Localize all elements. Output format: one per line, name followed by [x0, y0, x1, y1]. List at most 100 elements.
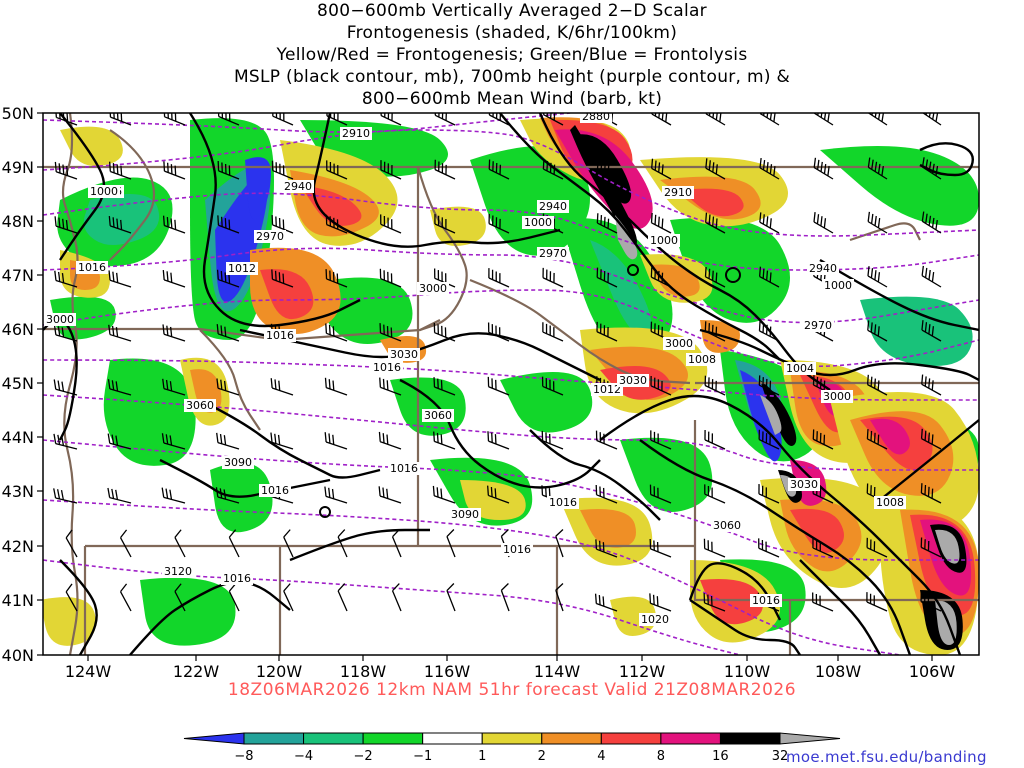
wind-barb — [378, 486, 402, 504]
height-contour — [43, 394, 979, 471]
height-label-bg — [222, 456, 254, 469]
lat-label: 48N — [2, 212, 34, 231]
frontogenesis-patch — [650, 264, 700, 297]
wind-barb — [391, 583, 402, 612]
height-label: 3030 — [619, 374, 647, 387]
coastline — [849, 222, 921, 242]
wind-barb — [867, 266, 888, 288]
mslp-label-bg — [76, 261, 108, 274]
mslp-contour — [59, 559, 98, 655]
mslp-contour — [689, 599, 801, 655]
wind-barb — [434, 214, 456, 234]
frontogenesis-patch — [60, 126, 123, 166]
height-label: 2940 — [284, 180, 312, 193]
mslp-label-bg — [591, 383, 623, 396]
wind-barb — [758, 484, 780, 504]
frontogenesis-patch — [590, 240, 652, 336]
mslp-label-bg — [226, 262, 258, 275]
colorbar: −8 −4 −2 −1 1 2 4 8 16 32 — [183, 732, 841, 764]
wind-barb — [758, 321, 780, 342]
wind-barb — [446, 529, 456, 558]
wind-barb — [595, 539, 618, 558]
mslp-contour — [799, 559, 882, 655]
height-label-bg — [580, 113, 612, 123]
wind-barb — [866, 592, 888, 612]
wind-barb — [380, 160, 402, 180]
wind-barb — [867, 157, 888, 180]
colorbar-label: 4 — [597, 749, 605, 764]
wind-barb — [650, 375, 672, 396]
wind-barb — [703, 593, 726, 612]
mslp-contour — [599, 394, 962, 655]
wind-barb — [650, 267, 672, 288]
wind-barb — [704, 484, 726, 504]
lon-label: 112W — [619, 662, 666, 681]
mslp-label: 1000 — [824, 279, 852, 292]
height-contour — [43, 113, 571, 133]
lat-label: 43N — [2, 482, 34, 501]
height-label-bg — [711, 519, 743, 532]
height-label-bg — [802, 319, 834, 332]
mslp-label-bg — [259, 484, 291, 497]
wind-barb — [812, 538, 834, 558]
wind-barb — [108, 324, 132, 342]
lon-label: 120W — [256, 662, 303, 681]
mslp-contour — [688, 562, 782, 621]
frontogenesis-core — [760, 395, 782, 435]
colorbar-swatch — [303, 732, 364, 745]
mslp-contour — [639, 439, 912, 655]
height-label: 2970 — [539, 247, 567, 260]
map-axes: 50N 49N 48N 47N 46N 45N 44N 43N 42N 41N 40N 124W 122… — [2, 104, 956, 681]
mslp-label-bg — [264, 329, 296, 342]
wind-barb — [108, 215, 132, 234]
frontogenesis-patch — [140, 577, 236, 646]
mslp-label-bg — [874, 496, 906, 509]
wind-barb — [107, 487, 132, 504]
frontogenesis-patch — [620, 437, 713, 512]
wind-barb — [433, 377, 456, 396]
height-label-bg — [537, 247, 569, 260]
wind-barb — [703, 538, 726, 558]
height-label: 3120 — [164, 565, 192, 578]
mslp-contour — [819, 258, 979, 332]
frontogenesis-patch — [790, 508, 844, 553]
mslp-label: 1016 — [503, 543, 531, 556]
height-label: 3030 — [390, 348, 418, 361]
wind-barb — [921, 320, 942, 342]
wind-barb — [758, 429, 780, 450]
wind-barb — [54, 270, 78, 288]
wind-barb — [758, 538, 780, 558]
wind-barb — [446, 583, 456, 612]
height-label: 2940 — [809, 262, 837, 275]
height-label-bg — [663, 337, 695, 350]
wind-barb — [704, 430, 726, 450]
wind-barb — [228, 529, 240, 558]
mslp-label: 1016 — [373, 361, 401, 374]
wind-barb — [162, 324, 186, 342]
height-label: 2910 — [342, 127, 370, 140]
wind-barb — [487, 485, 510, 504]
wind-barb — [162, 215, 186, 234]
wind-barb — [867, 320, 888, 342]
wind-barb — [488, 159, 510, 180]
wind-barb — [161, 487, 186, 504]
height-label-bg — [422, 409, 454, 422]
wind-barb — [380, 214, 402, 234]
wind-barb — [866, 374, 888, 396]
height-label-bg — [388, 348, 420, 361]
wind-barb — [759, 158, 780, 180]
height-label-bg — [340, 127, 372, 140]
lon-label: 110W — [724, 662, 771, 681]
colorbar-swatch — [243, 732, 305, 745]
wind-barb — [921, 374, 942, 396]
height-label-bg — [417, 282, 449, 295]
wind-barb — [324, 486, 348, 504]
mslp-label: 1016 — [78, 261, 106, 274]
wind-barb — [174, 583, 186, 612]
map-frame — [42, 112, 980, 656]
credit-link[interactable]: moe.met.fsu.edu/banding — [786, 748, 987, 766]
wind-barb — [325, 269, 348, 288]
mslp-label-bg — [750, 594, 782, 607]
mslp-label: 1016 — [266, 329, 294, 342]
wind-barb — [920, 428, 942, 450]
